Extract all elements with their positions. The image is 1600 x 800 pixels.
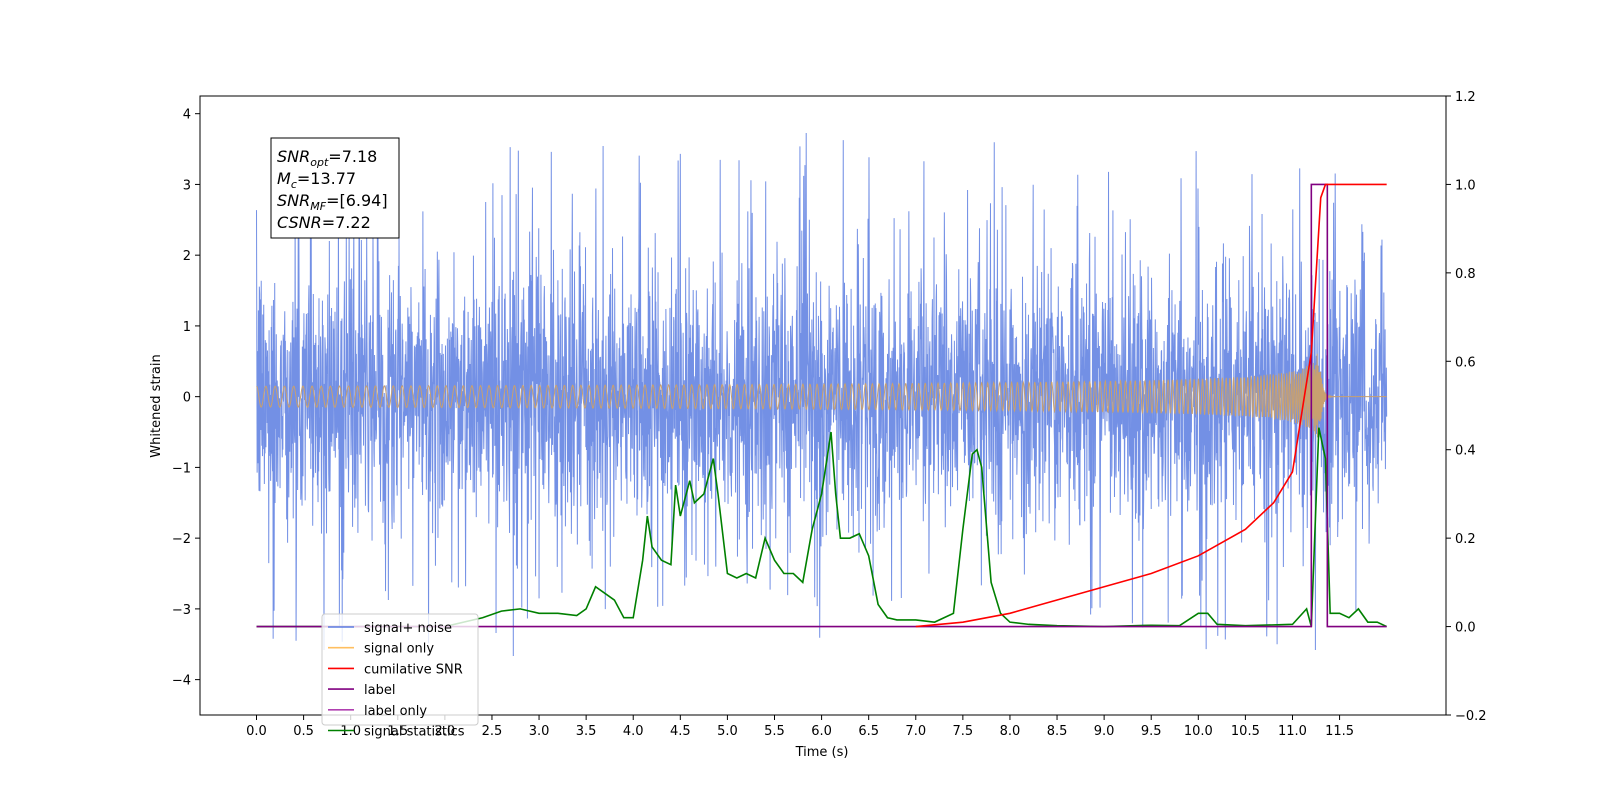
x-tick-label: 1.0 [340,724,361,739]
y-left-tick-label: 0 [183,391,191,406]
x-tick-label: 2.0 [435,724,456,739]
y-right-tick-label: 0.8 [1455,267,1476,282]
annotation-subscript: c [291,178,297,191]
cumilative-snr-line [915,183,1387,628]
x-tick-label: 8.0 [1000,724,1021,739]
legend-entry-label: label only [364,704,427,719]
legend-entry-label: cumilative SNR [364,662,463,677]
annotation-subscript: opt [310,156,329,169]
signal-only-line [256,353,1387,438]
x-tick-label: 7.5 [953,724,974,739]
y-right-tick-label: 0.6 [1455,355,1476,370]
signal-plus-noise-line [256,133,1388,657]
x-tick-label: 7.0 [905,724,926,739]
x-tick-label: 5.5 [764,724,785,739]
x-axis-ticks: 0.0 0.5 1.0 1.5 2.0 2.5 3.0 3.5 4.0 4.5 5.0 5.5 6.0 6… [246,715,1354,739]
y-left-tick-label: −1 [172,461,191,476]
y-left-tick-label: 2 [183,249,191,264]
y-left-tick-label: −4 [172,674,191,689]
x-tick-label: 1.5 [387,724,408,739]
right-axis-series [256,183,1388,628]
y-right-tick-label: 1.2 [1455,90,1476,105]
x-tick-label: 9.5 [1141,724,1162,739]
y-right-tick-label: 0.2 [1455,532,1476,547]
legend-entry-label: signal only [364,642,434,657]
y-right-tick-label: 0.4 [1455,444,1476,459]
x-tick-label: 4.5 [670,724,691,739]
y-left-tick-label: 4 [183,108,191,123]
annotation-box-frame [270,137,400,239]
legend-entry-label: signal statistics [364,725,465,740]
y-right-tick-label: 1.0 [1455,178,1476,193]
x-tick-label: 6.0 [811,724,832,739]
annotation-subscript: MF [310,200,326,213]
y-right-tick-label: −0.2 [1455,709,1487,724]
plot-frame [199,95,1447,716]
annotation-value: =7.22 [322,213,371,232]
x-tick-label: 11.5 [1325,724,1354,739]
x-tick-label: 6.5 [858,724,879,739]
annotation-line: CSNR=7.22 [277,213,371,232]
y-left-tick-label: −3 [172,603,191,618]
series-signal-only [256,353,1387,438]
y-left-tick-label: −2 [172,532,191,547]
annotation-value: =13.77 [297,169,356,188]
annotation-line: Mc=13.77 [277,169,356,191]
x-axis-label: Time (s) [795,745,849,760]
y-left-axis-ticks: 4 3 2 1 0 −1 −2 −3 −4 [172,108,200,689]
x-tick-label: 11.0 [1278,724,1307,739]
signal-statistics-line [256,427,1388,628]
legend-frame [321,613,479,726]
annotation-line: SNRopt=7.18 [277,147,377,169]
x-tick-label: 8.5 [1047,724,1068,739]
x-tick-label: 5.0 [717,724,738,739]
x-tick-label: 3.0 [529,724,550,739]
annotation-symbol: M [277,169,291,188]
annotation-symbol: SNR [277,147,310,166]
annotation-symbol: CSNR [277,213,322,232]
x-tick-label: 10.5 [1231,724,1260,739]
legend: signal+ noise signal only cumilative SNR la… [321,613,479,740]
label-line [256,183,1387,628]
annotation-value: =[6.94] [326,191,388,210]
x-tick-label: 0.5 [293,724,314,739]
y-right-tick-label: 0.0 [1455,621,1476,636]
y-left-tick-label: 1 [183,320,191,335]
x-tick-label: 9.0 [1094,724,1115,739]
x-tick-label: 2.5 [482,724,503,739]
annotation-line: SNRMF=[6.94] [277,191,388,213]
legend-entry-label: label [364,683,395,698]
series-signal-plus-noise [256,133,1388,657]
x-tick-label: 10.0 [1184,724,1213,739]
annotation-value: =7.18 [328,147,377,166]
x-tick-label: 4.0 [623,724,644,739]
annotation-symbol: SNR [277,191,310,210]
y-right-axis-ticks: 1.2 1.0 0.8 0.6 0.4 0.2 0.0 −0.2 [1446,90,1487,724]
x-tick-label: 3.5 [576,724,597,739]
legend-entry-label: signal+ noise [364,621,452,636]
x-tick-label: 0.0 [246,724,267,739]
y-axis-label: Whitened strain [149,354,164,457]
y-left-tick-label: 3 [183,178,191,193]
